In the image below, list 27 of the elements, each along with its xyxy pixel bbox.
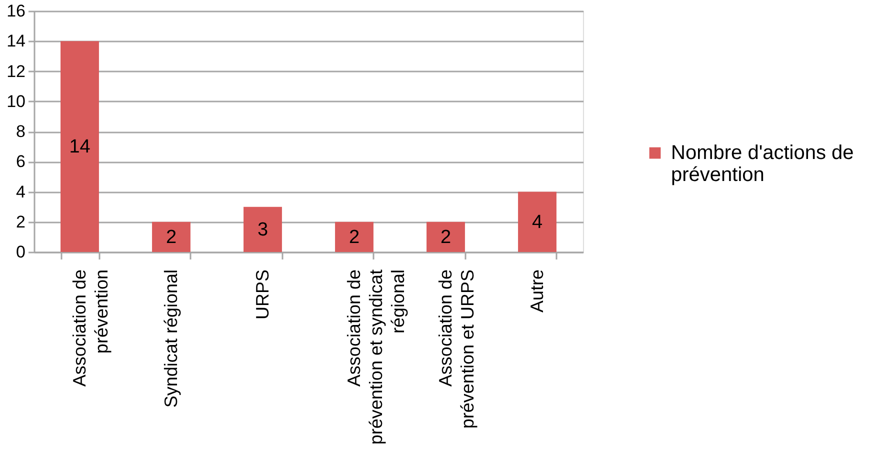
data-label: 14: [69, 136, 91, 158]
data-label: 2: [440, 226, 452, 248]
legend-label: Nombre d'actions de prévention: [671, 142, 854, 186]
bar: [152, 222, 190, 252]
x-tick-label: Autre: [526, 270, 547, 313]
x-tick-label: Association de prévention: [69, 270, 112, 387]
y-tick-label: 12: [6, 62, 26, 81]
bar: [426, 222, 465, 252]
y-tick-label: 4: [16, 182, 26, 202]
bar: [244, 206, 282, 252]
x-tick-label: Association de prévention et syndicat régional: [344, 270, 408, 445]
bar: [335, 222, 374, 252]
data-label: 2: [348, 226, 360, 248]
data-label: 3: [257, 219, 268, 240]
y-tick-label: 16: [6, 2, 26, 20]
x-tick-label: URPS: [252, 270, 272, 320]
y-tick-label: 6: [16, 152, 26, 172]
x-tick-label: Syndicat régional: [160, 270, 181, 408]
data-label: 4: [532, 212, 543, 233]
bar: [60, 41, 99, 252]
y-tick-label: 2: [16, 212, 26, 232]
y-tick-label: 0: [16, 242, 26, 262]
data-label: 2: [166, 226, 177, 248]
y-tick-label: 8: [16, 122, 26, 141]
y-tick-label: 14: [6, 32, 26, 51]
bar: [518, 192, 556, 252]
y-tick-label: 10: [6, 92, 26, 111]
